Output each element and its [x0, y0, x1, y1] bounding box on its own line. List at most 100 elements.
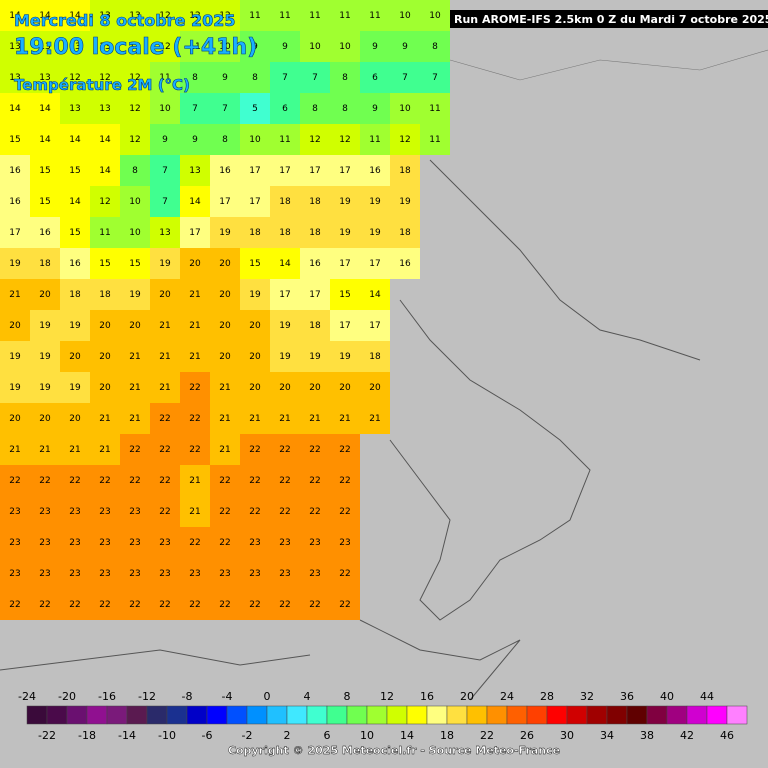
cell-value: 19 — [279, 352, 291, 362]
cell-value: 23 — [9, 507, 20, 517]
cell-value: 20 — [219, 352, 231, 362]
grid-cell — [30, 155, 60, 186]
colorbar-box — [626, 705, 648, 725]
cell-value: 8 — [432, 42, 438, 52]
grid-cell — [270, 62, 300, 93]
grid-cell — [120, 403, 150, 434]
coast — [0, 649, 311, 671]
cell-value: 17 — [339, 166, 350, 176]
cell-value: 23 — [39, 569, 50, 579]
grid-cell — [210, 0, 240, 31]
parameter: Température 2M (°C) — [14, 76, 190, 94]
cell-value: 22 — [159, 507, 170, 517]
cell-value: 23 — [159, 569, 170, 579]
cell-value: 17 — [369, 259, 380, 269]
cell-value: 18 — [399, 166, 411, 176]
grid-cell — [420, 62, 450, 93]
grid-cell — [60, 217, 90, 248]
cell-value: 20 — [99, 352, 111, 362]
cell-value: 10 — [129, 197, 141, 207]
grid-cell — [270, 527, 300, 558]
grid-cell — [180, 527, 210, 558]
cell-value: 21 — [129, 414, 140, 424]
cell-value: 19 — [369, 197, 381, 207]
grid-cell — [300, 124, 330, 155]
grid-cell — [150, 372, 180, 403]
cell-value: 22 — [309, 600, 320, 610]
grid-cell — [30, 93, 60, 124]
grid-cell — [210, 279, 240, 310]
grid-cell — [90, 434, 120, 465]
cell-value: 21 — [159, 383, 170, 393]
cell-value: 22 — [189, 383, 200, 393]
cell-value: 19 — [69, 383, 81, 393]
cell-value: 22 — [69, 476, 80, 486]
grid-cell — [330, 248, 360, 279]
grid-cell — [240, 93, 270, 124]
cell-value: 15 — [69, 166, 80, 176]
grid-cell — [0, 217, 30, 248]
cell-value: 17 — [279, 290, 290, 300]
cell-value: 11 — [189, 42, 200, 52]
cell-value: 22 — [309, 445, 320, 455]
grid-cell — [60, 31, 90, 62]
grid-cell — [270, 155, 300, 186]
colorbar-label: -20 — [58, 690, 76, 703]
cell-value: 22 — [99, 600, 110, 610]
cell-value: 18 — [39, 259, 51, 269]
cell-value: 21 — [189, 507, 200, 517]
grid-cell — [0, 93, 30, 124]
grid-cell — [210, 403, 240, 434]
cell-value: 17 — [249, 166, 260, 176]
cell-value: 10 — [339, 42, 351, 52]
grid-cell — [240, 496, 270, 527]
cell-value: 14 — [9, 11, 21, 21]
cell-value: 23 — [219, 569, 230, 579]
grid-cell — [300, 589, 330, 620]
cell-value: 14 — [39, 135, 51, 145]
grid-cell — [60, 496, 90, 527]
grid-cell — [120, 372, 150, 403]
cell-value: 17 — [309, 166, 320, 176]
grid-cell — [300, 527, 330, 558]
cell-value: 8 — [312, 104, 318, 114]
cell-value: 17 — [339, 259, 350, 269]
grid-cell — [300, 341, 330, 372]
cell-value: 13 — [99, 11, 110, 21]
grid-cell — [300, 558, 330, 589]
cell-value: 22 — [69, 600, 80, 610]
grid-cell — [150, 217, 180, 248]
grid-cell — [120, 62, 150, 93]
cell-value: 17 — [279, 166, 290, 176]
cell-value: 12 — [339, 135, 350, 145]
cell-value: 12 — [159, 11, 170, 21]
colorbar-label: -6 — [202, 729, 213, 742]
colorbar-label: 34 — [600, 729, 614, 742]
cell-value: 14 — [9, 104, 21, 114]
cell-value: 23 — [129, 538, 140, 548]
grid-cell — [210, 372, 240, 403]
colorbar-box — [406, 705, 428, 725]
colorbar: -24-22-20-18-16-14-12-10-8-6-4-202468101… — [18, 690, 748, 742]
cell-value: 6 — [282, 104, 288, 114]
grid-cell — [270, 0, 300, 31]
cell-value: 20 — [189, 259, 201, 269]
grid-cell — [270, 589, 300, 620]
cell-value: 11 — [249, 11, 260, 21]
cell-value: 18 — [69, 290, 81, 300]
grid-cell — [270, 341, 300, 372]
cell-value: 15 — [69, 228, 80, 238]
colorbar-box — [526, 705, 548, 725]
grid-cell — [270, 496, 300, 527]
grid-cell — [210, 527, 240, 558]
cell-value: 14 — [369, 290, 381, 300]
grid-cell — [0, 0, 30, 31]
colorbar-box — [546, 705, 568, 725]
cell-value: 21 — [369, 414, 380, 424]
grid-cell — [240, 248, 270, 279]
grid-cell — [360, 0, 390, 31]
colorbar-box — [206, 705, 228, 725]
grid-cell — [270, 465, 300, 496]
cell-value: 13 — [39, 42, 50, 52]
cell-value: 17 — [309, 290, 320, 300]
